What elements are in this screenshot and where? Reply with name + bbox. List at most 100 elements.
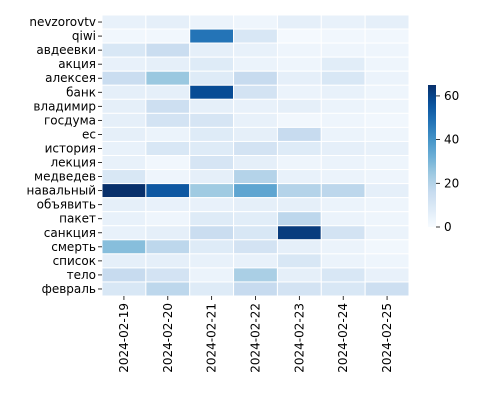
y-tick-label: алексея <box>45 71 96 85</box>
y-tick-label: nevzorovtv <box>29 15 96 29</box>
heatmap-cell <box>233 267 278 283</box>
heatmap-cell <box>145 267 191 283</box>
x-tick-label: 2024-02-21 <box>205 303 219 373</box>
colorbar-tick-label: 60 <box>444 89 459 103</box>
heatmap-cell <box>189 42 235 58</box>
heatmap-cell <box>320 140 366 156</box>
heatmap-cell <box>233 126 278 142</box>
heatmap-cell <box>189 84 235 100</box>
heatmap-cell <box>189 155 235 171</box>
heatmap-cell <box>189 112 235 128</box>
heatmap-cell <box>233 211 278 227</box>
heatmap-cell <box>364 140 410 156</box>
heatmap-cell <box>189 211 235 227</box>
heatmap-cell <box>101 267 147 283</box>
heatmap-cell <box>101 239 147 255</box>
heatmap-cell <box>276 253 322 269</box>
heatmap-cell <box>101 197 147 213</box>
heatmap-cell <box>145 253 191 269</box>
y-tick-label: пакет <box>59 212 96 226</box>
heatmap-cell <box>320 56 366 72</box>
heatmap-cell <box>145 112 191 128</box>
y-tick-label: объявить <box>37 198 96 212</box>
heatmap-cell <box>364 239 410 255</box>
heatmap-cell <box>101 211 147 227</box>
heatmap-cell <box>364 183 410 199</box>
heatmap-cell <box>276 56 322 72</box>
heatmap-cell <box>364 197 410 213</box>
heatmap-cell <box>320 225 366 241</box>
heatmap-cell <box>189 28 235 44</box>
heatmap-cell <box>145 28 191 44</box>
heatmap-cell <box>276 239 322 255</box>
heatmap-cell <box>320 126 366 142</box>
heatmap-cell <box>276 112 322 128</box>
heatmap-cell <box>189 70 235 86</box>
colorbar-tick-label: 20 <box>444 176 459 190</box>
heatmap-cell <box>276 267 322 283</box>
heatmap-cell <box>320 211 366 227</box>
y-tick-label: лекция <box>51 156 97 170</box>
heatmap-cell <box>189 239 235 255</box>
y-tick-label: санкция <box>44 226 96 240</box>
heatmap-cell <box>189 14 235 30</box>
colorbar-tick-label: 40 <box>444 133 459 147</box>
heatmap-cell <box>320 70 366 86</box>
x-tick-label: 2024-02-19 <box>117 303 131 373</box>
y-tick-label: навальный <box>27 184 97 198</box>
heatmap-cell <box>233 155 278 171</box>
heatmap-cell <box>189 98 235 114</box>
heatmap-cell <box>189 225 235 241</box>
heatmap-cell <box>101 253 147 269</box>
y-tick-label: госдума <box>44 113 96 127</box>
heatmap-cell <box>276 197 322 213</box>
x-tick-label: 2024-02-24 <box>336 303 350 373</box>
heatmap-cell <box>101 42 147 58</box>
heatmap-cell <box>145 281 191 297</box>
heatmap-cell <box>189 267 235 283</box>
heatmap-cell <box>320 197 366 213</box>
heatmap-cell <box>233 42 278 58</box>
heatmap-cell <box>189 197 235 213</box>
heatmap-cell <box>145 239 191 255</box>
heatmap-cell <box>233 56 278 72</box>
x-tick-label: 2024-02-25 <box>380 303 394 373</box>
x-tick-label: 2024-02-22 <box>249 303 263 373</box>
heatmap-cell <box>276 42 322 58</box>
colorbar: 0 20 40 60 <box>428 85 459 234</box>
heatmap-cell <box>189 126 235 142</box>
heatmap-cell <box>320 183 366 199</box>
y-tick-label: банк <box>66 85 96 99</box>
y-tick-label: qiwi <box>72 29 96 43</box>
heatmap-cell <box>145 183 191 199</box>
heatmap-cell <box>233 140 278 156</box>
heatmap-cell <box>364 281 410 297</box>
heatmap-cell <box>233 225 278 241</box>
heatmap-cell <box>233 14 278 30</box>
heatmap-cell <box>233 183 278 199</box>
heatmap-cell <box>101 14 147 30</box>
heatmap-cell <box>364 14 410 30</box>
y-tick-label: акция <box>58 57 96 71</box>
heatmap-cell <box>145 70 191 86</box>
x-tick-label: 2024-02-20 <box>161 303 175 373</box>
y-tick-label: ес <box>82 127 96 141</box>
heatmap-cell <box>364 211 410 227</box>
heatmap-cell <box>145 126 191 142</box>
heatmap-cell <box>276 84 322 100</box>
heatmap-cell <box>145 56 191 72</box>
heatmap-cell <box>145 225 191 241</box>
heatmap-cell <box>233 98 278 114</box>
heatmap-cell <box>101 70 147 86</box>
y-tick-label: тело <box>67 268 96 282</box>
heatmap-cell <box>320 42 366 58</box>
y-tick-label: смерть <box>51 240 96 254</box>
heatmap-cell <box>276 126 322 142</box>
heatmap-cell <box>276 225 322 241</box>
y-tick-label: медведев <box>34 170 96 184</box>
heatmap-cell <box>145 211 191 227</box>
heatmap-cell <box>145 98 191 114</box>
heatmap-cell <box>189 183 235 199</box>
heatmap-cell <box>364 267 410 283</box>
heatmap-cell <box>145 42 191 58</box>
